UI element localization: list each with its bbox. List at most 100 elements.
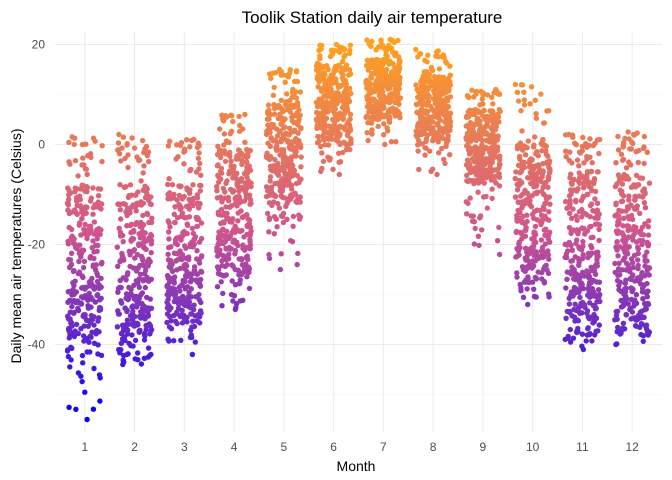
data-point [538,248,545,254]
data-point [146,277,152,284]
data-point [382,99,388,105]
data-point [216,147,223,154]
data-point [280,160,287,166]
data-point [440,90,447,96]
data-point [613,341,619,348]
data-point [278,97,284,104]
data-point [475,233,482,239]
data-point [115,263,121,269]
data-point [447,72,453,78]
data-point [333,137,339,143]
data-point [94,248,100,254]
data-point [525,138,531,144]
data-point [477,118,483,124]
data-point [467,169,473,176]
data-point [578,198,585,204]
data-point [539,188,545,195]
data-point [278,147,284,153]
data-point [172,219,178,226]
data-point [387,36,393,43]
data-point [465,142,471,148]
data-point [166,236,172,242]
data-point [346,122,353,128]
data-point [286,132,292,138]
data-point [639,175,646,181]
data-point [82,312,88,318]
data-point [145,211,151,218]
data-point [241,153,247,159]
data-point [65,299,71,305]
data-point [240,297,246,303]
data-point [284,216,290,222]
data-point [646,272,652,278]
data-point [426,76,432,83]
data-point [179,282,185,288]
data-point [620,320,627,326]
data-point [328,47,335,53]
data-point [272,193,279,199]
data-point [567,201,573,207]
data-point [284,200,290,207]
data-point [224,210,230,217]
data-point [482,131,488,137]
data-point [248,180,254,186]
data-point [547,239,553,245]
data-point [491,154,497,160]
data-point [115,285,122,292]
data-point [475,135,481,141]
data-point [597,298,603,305]
data-point [195,279,201,285]
data-point [140,170,146,176]
data-point [219,199,225,205]
data-point [348,90,354,97]
data-point [83,166,90,172]
data-point [430,96,437,102]
data-point [545,184,551,190]
data-point [68,320,74,326]
data-point [81,338,87,344]
data-point [90,238,96,244]
data-point [219,258,225,264]
data-point [522,187,528,194]
data-point [293,119,300,126]
data-point [496,251,503,258]
data-point [496,106,503,113]
data-point [333,79,339,86]
data-point [542,213,548,219]
data-point [540,161,546,167]
data-point [518,193,524,199]
data-point [579,206,585,213]
data-point [628,202,634,209]
data-point [641,314,647,321]
data-point [128,238,134,244]
data-point [519,82,526,88]
data-point [222,189,228,195]
data-point [465,200,471,207]
data-point [425,99,432,105]
data-point [543,147,549,154]
data-point [567,326,573,333]
data-point [519,180,525,186]
data-point [186,214,193,220]
data-point [72,158,79,164]
data-point [165,218,171,224]
data-point [342,91,348,97]
data-point [141,337,148,343]
data-point [538,91,544,97]
data-point [232,229,238,235]
data-point [271,199,277,205]
data-point [165,191,171,198]
data-point [320,158,327,164]
data-point [634,278,640,284]
data-point [489,111,495,117]
data-point [267,174,274,180]
data-point [638,273,644,279]
data-point [370,97,377,103]
data-point [581,160,587,166]
data-point [531,286,537,292]
data-point [190,318,196,324]
data-point [521,89,527,95]
data-point [188,327,194,333]
data-point [181,214,187,221]
data-point [94,292,100,299]
